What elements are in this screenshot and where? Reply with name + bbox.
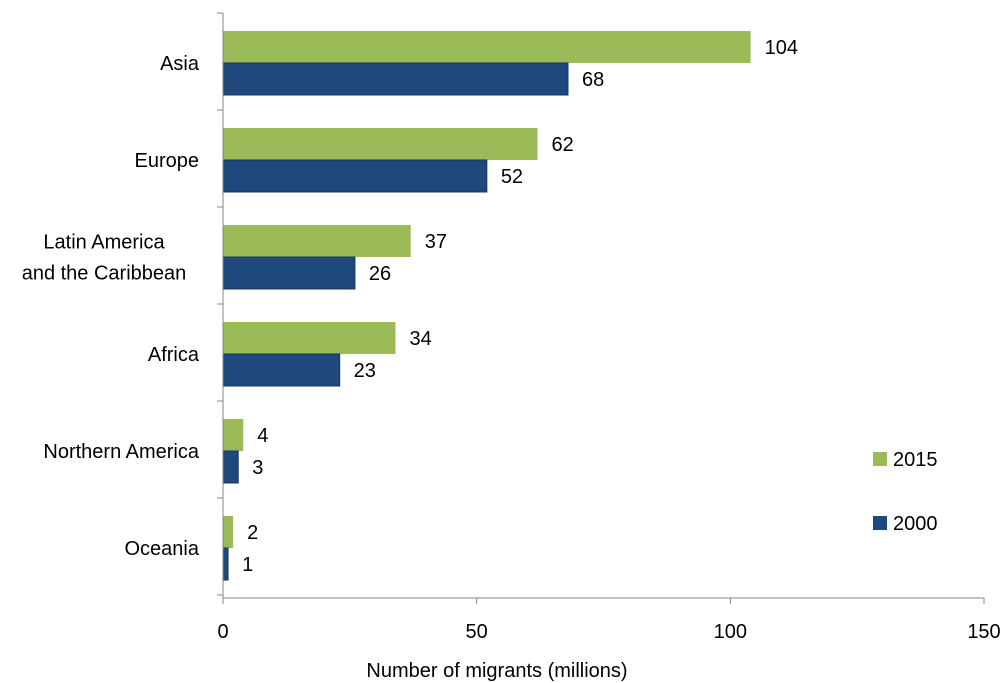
category-label-3: Africa bbox=[148, 344, 200, 366]
data-label-2000-3: 23 bbox=[354, 360, 376, 382]
category-label-1: Europe bbox=[135, 150, 200, 172]
bar-2000-2 bbox=[222, 256, 356, 290]
axes-layer bbox=[222, 13, 984, 599]
category-label-4: Northern America bbox=[43, 441, 199, 463]
bar-2000-1 bbox=[222, 159, 488, 193]
bar-2000-4 bbox=[222, 450, 239, 484]
data-label-2000-4: 3 bbox=[252, 457, 263, 479]
category-label-0: Asia bbox=[160, 53, 200, 75]
legend-label-2000: 2000 bbox=[893, 513, 938, 535]
category-label-2: Latin America and the Caribbean bbox=[22, 232, 187, 285]
x-tick-label-1: 50 bbox=[466, 621, 488, 643]
x-tick-label-0: 0 bbox=[217, 621, 228, 643]
data-label-2000-0: 68 bbox=[582, 69, 604, 91]
data-label-2015-4: 4 bbox=[257, 425, 268, 447]
category-label-5: Oceania bbox=[125, 538, 200, 560]
bar-2015-4 bbox=[223, 419, 244, 451]
legend-label-2015: 2015 bbox=[893, 449, 938, 471]
data-label-2015-2: 37 bbox=[425, 231, 447, 253]
bar-2015-0 bbox=[223, 31, 751, 63]
data-label-2015-5: 2 bbox=[247, 522, 258, 544]
x-axis-title: Number of migrants (millions) bbox=[366, 660, 627, 682]
bars-layer bbox=[222, 31, 751, 581]
data-label-2015-3: 34 bbox=[409, 328, 431, 350]
bar-2000-0 bbox=[222, 62, 569, 96]
data-label-2000-2: 26 bbox=[369, 263, 391, 285]
data-label-2000-1: 52 bbox=[501, 166, 523, 188]
bar-2015-3 bbox=[223, 322, 396, 354]
data-label-2000-5: 1 bbox=[242, 554, 253, 576]
legend-swatch-2015 bbox=[873, 452, 887, 466]
legend: 2015 2000 bbox=[873, 449, 938, 535]
bar-2000-3 bbox=[222, 353, 341, 387]
x-tick-label-2: 100 bbox=[714, 621, 747, 643]
ticks-layer: 0 50 100 150 bbox=[217, 12, 1001, 643]
data-label-2015-0: 104 bbox=[765, 37, 798, 59]
labels-layer: 104 68 Asia 62 52 Europe 37 26 Latin America and … bbox=[22, 37, 798, 576]
legend-swatch-2000 bbox=[873, 516, 887, 530]
bar-2015-5 bbox=[223, 516, 234, 548]
data-label-2015-1: 62 bbox=[552, 134, 574, 156]
x-tick-label-3: 150 bbox=[967, 621, 1000, 643]
bar-2015-2 bbox=[223, 225, 411, 257]
bar-2015-1 bbox=[223, 128, 538, 160]
bar-2000-5 bbox=[222, 547, 229, 581]
